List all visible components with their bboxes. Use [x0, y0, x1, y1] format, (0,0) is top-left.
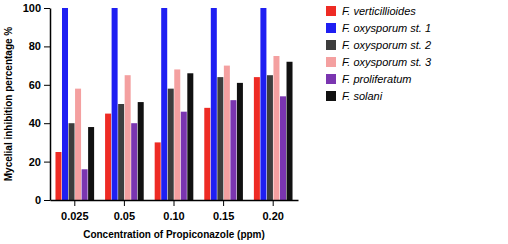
bar	[287, 62, 293, 200]
bar	[280, 96, 286, 200]
y-tick-label: 0	[35, 194, 41, 206]
y-tick-label: 40	[29, 117, 41, 129]
plot: 0 20 40 60 80 100 0.025 0.05 0.10 0.15 0.20	[23, 2, 299, 222]
x-tick-label: 0.10	[163, 210, 184, 222]
x-tick: 0.025	[61, 200, 89, 222]
y-tick-label: 20	[29, 156, 41, 168]
y-tick-mark	[44, 123, 50, 124]
y-tick: 20	[29, 156, 50, 168]
bar	[155, 142, 161, 200]
legend-item: F. solani	[326, 90, 383, 102]
bar	[224, 66, 230, 200]
x-tick-label: 0.15	[213, 210, 234, 222]
chart: 0 20 40 60 80 100 0.025 0.05 0.10 0.15 0.20 Concent…	[0, 0, 508, 244]
bar	[273, 56, 279, 200]
x-tick: 0.05	[114, 200, 135, 222]
legend-label: F. oxysporum st. 3	[342, 56, 432, 68]
bar	[211, 8, 217, 200]
y-axis: 0 20 40 60 80 100	[23, 2, 51, 206]
bar	[187, 73, 193, 200]
bar	[69, 123, 75, 200]
bar	[88, 127, 94, 200]
legend-label: F. verticillioides	[342, 5, 416, 17]
legend-item: F. proliferatum	[326, 73, 412, 85]
bar	[62, 8, 68, 200]
bar	[131, 123, 137, 200]
x-tick-label: 0.025	[61, 210, 89, 222]
y-tick-mark	[44, 85, 50, 86]
bar	[75, 89, 81, 200]
legend-item: F. verticillioides	[326, 5, 416, 17]
bar-series	[62, 8, 266, 200]
bar	[125, 75, 131, 200]
bar	[174, 69, 180, 200]
x-tick-mark	[124, 200, 125, 206]
y-axis-line	[50, 9, 52, 201]
legend-swatch	[326, 40, 336, 50]
y-tick-label: 80	[29, 40, 41, 52]
bar	[55, 152, 61, 200]
bar	[138, 102, 144, 200]
bar-series	[88, 62, 292, 200]
legend: F. verticillioides F. oxysporum st. 1 F. o…	[326, 5, 432, 102]
bar	[217, 77, 223, 200]
bar	[230, 100, 236, 200]
legend-item: F. oxysporum st. 1	[326, 22, 431, 34]
y-tick-mark	[44, 8, 50, 9]
bars	[55, 8, 292, 200]
bar	[204, 108, 210, 200]
y-axis-title: Mycelial inhibition percentage %	[3, 27, 14, 182]
y-tick-mark	[44, 162, 50, 163]
bar-series	[75, 56, 279, 200]
legend-swatch	[326, 6, 336, 16]
y-tick-label: 100	[23, 2, 41, 14]
bar	[254, 77, 260, 200]
legend-item: F. oxysporum st. 3	[326, 56, 432, 68]
y-tick: 40	[29, 117, 50, 129]
y-tick: 60	[29, 79, 50, 91]
legend-swatch	[326, 74, 336, 84]
legend-label: F. solani	[342, 90, 383, 102]
legend-label: F. oxysporum st. 2	[342, 39, 431, 51]
legend-label: F. oxysporum st. 1	[342, 22, 431, 34]
legend-swatch	[326, 23, 336, 33]
x-axis-title: Concentration of Propiconazole (ppm)	[83, 229, 265, 240]
legend-swatch	[326, 57, 336, 67]
y-tick: 80	[29, 40, 50, 52]
bar-series	[69, 75, 273, 200]
bar	[112, 8, 118, 200]
x-tick: 0.15	[213, 200, 234, 222]
y-tick-mark	[44, 46, 50, 47]
bar	[260, 8, 266, 200]
bar	[267, 75, 273, 200]
legend-label: F. proliferatum	[342, 73, 412, 85]
x-tick-mark	[273, 200, 274, 206]
legend-swatch	[326, 91, 336, 101]
bar	[181, 112, 187, 200]
bar	[237, 83, 243, 200]
x-tick-mark	[223, 200, 224, 206]
x-tick: 0.10	[163, 200, 184, 222]
y-tick: 100	[23, 2, 50, 14]
x-tick: 0.20	[262, 200, 283, 222]
x-tick-label: 0.05	[114, 210, 135, 222]
bar	[168, 89, 174, 200]
x-tick-label: 0.20	[262, 210, 283, 222]
x-axis: 0.025 0.05 0.10 0.15 0.20	[51, 200, 299, 222]
x-tick-mark	[74, 200, 75, 206]
bar	[161, 8, 167, 200]
legend-item: F. oxysporum st. 2	[326, 39, 431, 51]
bar	[118, 104, 124, 200]
bar	[105, 114, 111, 200]
bar	[82, 169, 88, 200]
y-tick-label: 60	[29, 79, 41, 91]
y-tick: 0	[35, 194, 50, 206]
bar-series	[82, 96, 286, 200]
x-tick-mark	[174, 200, 175, 206]
y-tick-mark	[44, 200, 50, 201]
